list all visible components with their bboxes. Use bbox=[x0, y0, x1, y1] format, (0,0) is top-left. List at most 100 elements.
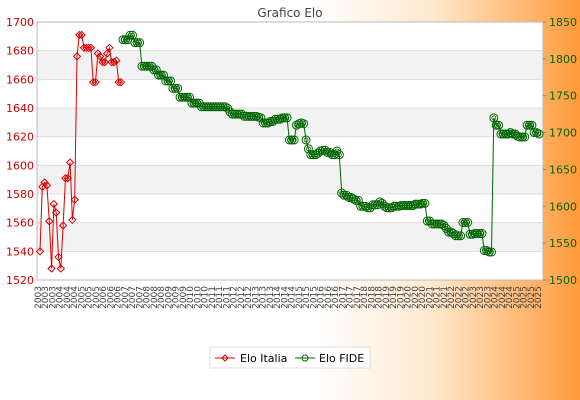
data-point-elo-fide bbox=[303, 144, 313, 154]
x-tick-label: 2025 bbox=[534, 286, 544, 309]
x-tick-label: 2005 bbox=[77, 286, 87, 309]
data-point-elo-fide bbox=[494, 120, 504, 130]
left-tick-label: 1540 bbox=[6, 245, 34, 258]
x-tick-label: 2009 bbox=[164, 286, 174, 309]
x-tick-label: 2022 bbox=[462, 286, 472, 309]
legend-marker-elo-italia bbox=[221, 354, 229, 362]
x-tick-label: 2005 bbox=[85, 286, 95, 309]
x-tick-label: 2003 bbox=[48, 286, 58, 309]
x-tick-label: 2007 bbox=[121, 286, 131, 309]
data-point-elo-fide bbox=[151, 65, 161, 75]
x-tick-label: 2024 bbox=[505, 286, 515, 309]
data-point-elo-italia bbox=[91, 77, 100, 87]
x-tick-label: 2013 bbox=[266, 286, 276, 309]
data-point-elo-fide bbox=[256, 113, 266, 123]
x-tick-label: 2005 bbox=[92, 286, 102, 309]
x-tick-label: 2012 bbox=[244, 286, 254, 309]
data-point-inner-elo-fide bbox=[379, 200, 385, 206]
left-tick-label: 1600 bbox=[6, 159, 34, 172]
x-tick-label: 2014 bbox=[288, 286, 298, 309]
data-point-elo-italia bbox=[105, 43, 114, 53]
series-layer bbox=[35, 30, 544, 273]
x-tick-label: 2022 bbox=[454, 286, 464, 309]
data-point-elo-italia bbox=[82, 43, 91, 53]
right-tick-label: 1500 bbox=[549, 274, 577, 287]
series-line-elo-italia bbox=[39, 34, 121, 269]
data-point-inner-elo-fide bbox=[291, 137, 297, 143]
x-tick-label: 2020 bbox=[418, 286, 428, 309]
chart-legend: Elo Italia Elo FIDE bbox=[209, 346, 371, 369]
x-tick-label: 2022 bbox=[447, 286, 457, 309]
right-tick-label: 1700 bbox=[549, 127, 577, 140]
data-point-inner-elo-fide bbox=[336, 152, 342, 158]
left-axis-ticks: 1520 1540 1560 1580 1600 1620 1640 1660 1680 1700 bbox=[6, 16, 34, 287]
x-tick-label: 2015 bbox=[302, 286, 312, 309]
chart-title: Grafico Elo bbox=[257, 6, 322, 20]
x-tick-label: 2024 bbox=[491, 286, 501, 309]
data-point-inner-elo-fide bbox=[496, 122, 501, 128]
grid-band bbox=[37, 50, 543, 80]
data-point-elo-fide bbox=[135, 38, 145, 48]
x-tick-label: 2014 bbox=[273, 286, 283, 309]
legend-label-elo-fide: Elo FIDE bbox=[319, 352, 364, 365]
data-point-elo-fide bbox=[289, 135, 299, 145]
legend-box bbox=[209, 346, 371, 369]
x-tick-label: 2025 bbox=[527, 286, 537, 309]
data-point-elo-italia bbox=[63, 174, 72, 183]
data-point-elo-fide bbox=[463, 218, 473, 228]
data-point-elo-italia bbox=[68, 215, 77, 225]
x-tick-label: 2019 bbox=[396, 286, 406, 309]
data-point-elo-italia bbox=[70, 195, 79, 204]
data-point-elo-fide bbox=[439, 220, 449, 230]
grid-band bbox=[37, 108, 543, 137]
data-point-elo-italia bbox=[77, 30, 86, 40]
left-tick-label: 1520 bbox=[6, 274, 34, 287]
right-tick-label: 1600 bbox=[549, 200, 577, 213]
legend-marker-elo-fide bbox=[301, 354, 309, 362]
x-tick-label: 2021 bbox=[433, 286, 443, 309]
x-tick-label: 2011 bbox=[222, 286, 232, 309]
data-point-elo-italia bbox=[107, 57, 116, 67]
right-axis-ticks: 1500 1550 1600 1650 1700 1750 1800 1850 bbox=[543, 16, 577, 287]
x-tick-label: 2008 bbox=[150, 286, 160, 309]
data-point-elo-italia bbox=[75, 30, 84, 40]
data-point-elo-italia bbox=[65, 158, 75, 167]
x-axis-ticks: 2003200320032004200420042005200520052006… bbox=[34, 286, 544, 309]
data-point-elo-italia bbox=[54, 252, 63, 262]
left-tick-label: 1560 bbox=[6, 217, 34, 230]
data-point-inner-elo-fide bbox=[374, 202, 380, 208]
x-tick-label: 2024 bbox=[498, 286, 508, 309]
data-point-elo-fide bbox=[158, 70, 168, 80]
data-point-inner-elo-fide bbox=[303, 137, 309, 143]
x-tick-label: 2025 bbox=[520, 286, 530, 309]
data-point-elo-italia bbox=[61, 174, 70, 183]
data-point-elo-fide bbox=[353, 195, 363, 205]
x-tick-label: 2006 bbox=[99, 286, 109, 309]
data-point-elo-fide bbox=[534, 129, 544, 139]
right-tick-label: 1550 bbox=[549, 237, 577, 250]
data-point-elo-italia bbox=[98, 57, 107, 67]
data-point-inner-elo-fide bbox=[522, 134, 528, 140]
data-point-elo-fide bbox=[173, 83, 183, 93]
x-tick-label: 2023 bbox=[483, 286, 493, 309]
x-tick-label: 2009 bbox=[179, 286, 189, 309]
data-point-inner-elo-fide bbox=[187, 94, 192, 100]
x-tick-label: 2013 bbox=[259, 286, 269, 309]
x-tick-label: 2010 bbox=[193, 286, 203, 309]
data-point-elo-italia bbox=[45, 217, 54, 226]
legend-label-elo-italia: Elo Italia bbox=[240, 352, 287, 365]
data-point-inner-elo-fide bbox=[137, 40, 143, 46]
data-point-elo-fide bbox=[372, 200, 382, 210]
grid-band bbox=[37, 165, 543, 194]
data-point-inner-elo-fide bbox=[479, 231, 485, 236]
x-tick-label: 2008 bbox=[143, 286, 153, 309]
x-tick-label: 2010 bbox=[186, 286, 196, 309]
data-point-elo-italia bbox=[49, 199, 59, 209]
data-point-inner-elo-fide bbox=[130, 32, 135, 38]
x-tick-label: 2014 bbox=[280, 286, 290, 309]
x-tick-label: 2017 bbox=[353, 286, 363, 309]
data-point-elo-fide bbox=[477, 229, 487, 239]
x-tick-label: 2008 bbox=[157, 286, 167, 309]
data-point-elo-fide bbox=[456, 231, 466, 241]
